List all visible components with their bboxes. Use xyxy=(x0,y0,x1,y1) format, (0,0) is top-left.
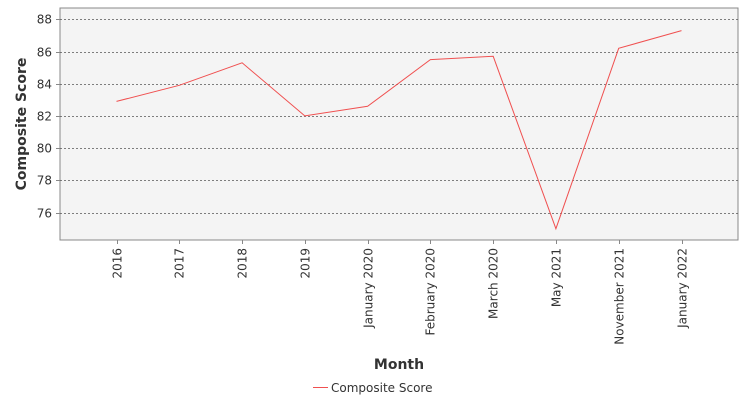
legend-label: Composite Score xyxy=(331,381,432,395)
gridlines xyxy=(60,19,738,214)
series-group xyxy=(116,30,682,231)
y-tick-label: 88 xyxy=(37,13,52,27)
x-axis-title: Month xyxy=(374,357,424,373)
series-line xyxy=(116,30,682,231)
x-tick-label: January 2022 xyxy=(676,248,690,329)
x-tick-label: February 2020 xyxy=(424,248,438,336)
x-tick-label: May 2021 xyxy=(550,248,564,307)
x-axis: 2016 2017 2018 2019 January 2020 February 202… xyxy=(111,240,690,345)
x-tick-label: November 2021 xyxy=(613,248,627,345)
x-tick-label: 2018 xyxy=(236,248,250,279)
y-axis: 76 78 80 82 84 86 88 xyxy=(37,13,60,221)
y-tick-label: 86 xyxy=(37,46,52,60)
y-tick-label: 82 xyxy=(37,110,52,124)
x-tick-label: 2016 xyxy=(111,248,125,279)
x-tick-label: January 2020 xyxy=(362,248,376,329)
y-tick-label: 76 xyxy=(37,207,52,221)
y-tick-label: 80 xyxy=(37,142,52,156)
plot-area xyxy=(59,7,739,241)
x-tick-label: March 2020 xyxy=(487,248,501,319)
x-tick-label: 2019 xyxy=(299,248,313,279)
y-tick-label: 78 xyxy=(37,174,52,188)
y-tick-label: 84 xyxy=(37,78,52,92)
legend: Composite Score xyxy=(313,381,432,395)
y-axis-title: Composite Score xyxy=(14,58,30,191)
x-tick-label: 2017 xyxy=(173,248,187,279)
